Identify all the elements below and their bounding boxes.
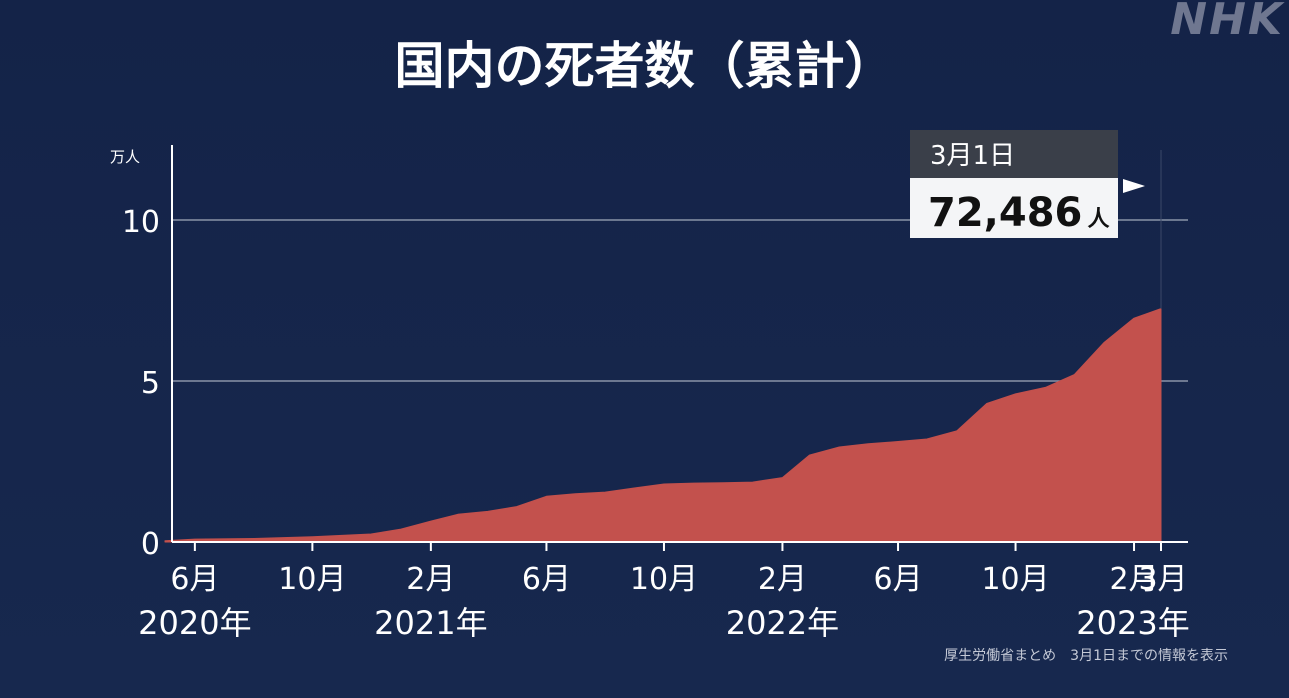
callout-date-box: [910, 130, 1118, 178]
y-tick-label: 10: [122, 205, 160, 240]
nhk-logo: NHK: [1170, 0, 1284, 45]
source-note: 厚生労働省まとめ 3月1日までの情報を表示: [944, 648, 1228, 664]
series-area: [164, 308, 1162, 543]
x-year-label: 2023年: [1076, 604, 1189, 642]
x-tick-label: 6月: [522, 562, 571, 597]
x-year-label: 2021年: [374, 604, 487, 642]
x-tick-label: 2月: [758, 562, 807, 597]
grid-layer: [172, 219, 1188, 382]
callout-value-box: [910, 178, 1118, 238]
x-tick-label: 10月: [981, 562, 1049, 597]
callout-value: 72,486 人: [928, 190, 1109, 236]
callout-date: 3月1日: [930, 141, 1015, 171]
x-tick-label: 10月: [278, 562, 346, 597]
x-tick-label: 2月: [406, 562, 455, 597]
y-unit-label: 万人: [110, 148, 140, 166]
chart-title: 国内の死者数（累計）: [394, 37, 895, 95]
x-tick-label: 6月: [170, 562, 219, 597]
callout-pointer-icon: [1123, 179, 1145, 193]
x-tick-label: 2月: [1109, 562, 1158, 597]
x-year-label: 2020年: [138, 604, 251, 642]
x-tick-label: 3月: [1138, 562, 1187, 597]
label-layer: 万人 0 5 10 6月 2020年 10月 2月 2021年 6月 10月 2月 2022年 6月 10月…: [110, 148, 1190, 642]
callout-value-unit: 人: [1087, 207, 1109, 232]
area-layer: [164, 150, 1162, 543]
x-tick-label: 10月: [630, 562, 698, 597]
callout: 3月1日 72,486 人: [910, 130, 1145, 238]
y-tick-label: 5: [141, 366, 160, 401]
axis-layer: [171, 145, 1188, 551]
x-year-label: 2022年: [726, 604, 839, 642]
callout-value-number: 72,486: [928, 190, 1082, 236]
y-tick-label: 0: [141, 527, 160, 562]
x-tick-label: 6月: [873, 562, 922, 597]
